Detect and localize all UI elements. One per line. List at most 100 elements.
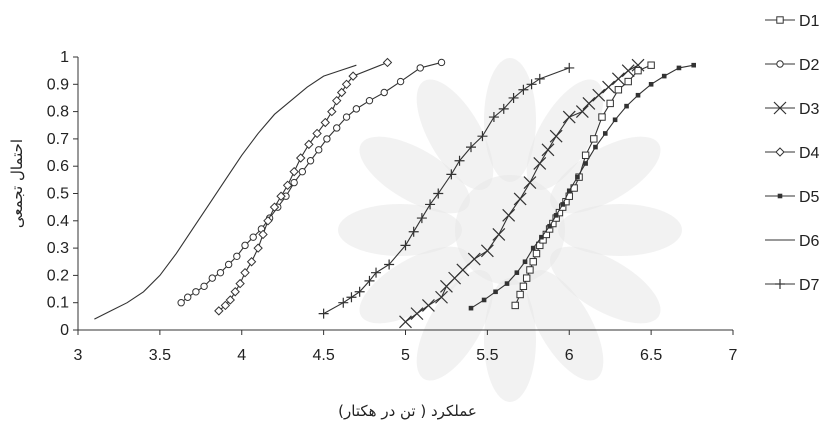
marker-x bbox=[435, 290, 448, 304]
marker-plus bbox=[488, 112, 499, 123]
marker-dot bbox=[468, 305, 474, 311]
legend-item-d6: D6 bbox=[765, 233, 820, 250]
marker-plus bbox=[454, 155, 465, 166]
marker-square bbox=[516, 290, 524, 299]
marker-x bbox=[549, 129, 563, 143]
marker-x bbox=[631, 58, 645, 72]
marker-plus bbox=[346, 292, 357, 303]
legend-label: D1 bbox=[799, 13, 820, 30]
marker-diamond bbox=[253, 243, 263, 253]
x-tick-label: 3 bbox=[74, 347, 83, 364]
marker-plus bbox=[564, 62, 575, 73]
marker-plus bbox=[466, 142, 476, 153]
marker-diamond bbox=[312, 128, 322, 139]
marker-dot bbox=[566, 188, 572, 194]
marker-diamond bbox=[332, 95, 342, 106]
marker-dot bbox=[624, 103, 629, 109]
marker-circle bbox=[365, 96, 374, 105]
marker-dot bbox=[530, 245, 536, 251]
watermark-petal bbox=[416, 270, 494, 381]
marker-diamond bbox=[240, 267, 250, 278]
marker-plus bbox=[425, 199, 436, 210]
marker-circle bbox=[315, 146, 323, 154]
marker-square bbox=[634, 66, 642, 75]
marker-dot bbox=[612, 117, 618, 123]
marker-square bbox=[519, 282, 528, 291]
marker-circle bbox=[177, 299, 185, 307]
marker-dot bbox=[560, 202, 566, 207]
marker-circle bbox=[233, 252, 241, 260]
marker-diamond bbox=[289, 166, 299, 177]
x-tick-label: 4 bbox=[237, 347, 246, 364]
marker-x bbox=[773, 101, 787, 115]
legend-label: D3 bbox=[799, 101, 820, 118]
marker-square bbox=[624, 77, 632, 86]
marker-plus bbox=[508, 92, 519, 103]
watermark-center bbox=[455, 175, 565, 285]
marker-square bbox=[529, 258, 537, 266]
legend-label: D2 bbox=[799, 57, 820, 74]
marker-x bbox=[513, 192, 527, 206]
x-tick-label: 4.5 bbox=[313, 347, 335, 364]
marker-diamond bbox=[304, 139, 314, 150]
legend-label: D6 bbox=[799, 233, 820, 250]
marker-plus bbox=[498, 103, 509, 114]
marker-dot bbox=[514, 270, 520, 275]
y-tick-label: 0.1 bbox=[47, 295, 69, 312]
marker-circle bbox=[333, 124, 341, 132]
legend: D1 D2 D3 D4 D5 D6 D7 bbox=[765, 13, 820, 294]
marker-x bbox=[582, 96, 596, 110]
watermark-petal bbox=[526, 270, 604, 381]
marker-diamond bbox=[348, 71, 358, 81]
y-tick-label: 0.6 bbox=[47, 158, 69, 175]
watermark-petal bbox=[558, 204, 682, 256]
marker-square bbox=[590, 135, 598, 143]
series-d5 bbox=[468, 62, 697, 311]
x-tick-label: 5.5 bbox=[476, 347, 498, 364]
marker-square bbox=[511, 301, 519, 310]
y-tick-label: 1 bbox=[60, 49, 69, 66]
x-tick-label: 7 bbox=[729, 347, 738, 364]
series-d4 bbox=[214, 57, 393, 316]
legend-label: D5 bbox=[799, 189, 820, 206]
x-tick-label: 6 bbox=[565, 347, 574, 364]
watermark-petal bbox=[484, 278, 536, 402]
y-tick-label: 0.5 bbox=[47, 186, 69, 203]
marker-dot bbox=[691, 62, 697, 68]
watermark-petal bbox=[550, 246, 661, 324]
legend-item-d2: D2 bbox=[765, 57, 820, 74]
marker-x bbox=[502, 208, 516, 222]
marker-diamond bbox=[225, 295, 235, 305]
marker-plus bbox=[775, 279, 785, 289]
marker-circle bbox=[396, 77, 405, 86]
marker-circle bbox=[380, 88, 388, 97]
legend-item-d3: D3 bbox=[765, 101, 820, 118]
marker-diamond bbox=[327, 106, 337, 117]
marker-circle bbox=[306, 157, 315, 165]
marker-diamond bbox=[382, 57, 393, 68]
marker-x bbox=[533, 157, 547, 170]
legend-label: D4 bbox=[799, 145, 820, 162]
marker-plus bbox=[318, 308, 329, 319]
marker-circle bbox=[216, 268, 225, 277]
marker-circle bbox=[200, 282, 208, 291]
marker-diamond bbox=[295, 153, 306, 163]
marker-diamond bbox=[336, 87, 347, 98]
marker-circle bbox=[437, 58, 446, 67]
x-tick-label: 6.5 bbox=[640, 347, 662, 364]
marker-x bbox=[480, 244, 494, 258]
watermark-petal bbox=[550, 136, 661, 214]
marker-dot bbox=[539, 234, 544, 240]
x-tick-label: 5 bbox=[401, 347, 410, 364]
marker-plus bbox=[408, 226, 419, 237]
marker-x bbox=[399, 315, 412, 329]
watermark-petal bbox=[359, 136, 470, 214]
marker-plus bbox=[534, 73, 545, 84]
marker-circle bbox=[249, 233, 257, 241]
marker-square bbox=[581, 151, 590, 159]
marker-dot bbox=[593, 144, 598, 150]
marker-diamond bbox=[341, 79, 352, 90]
legend-item-d4: D4 bbox=[765, 145, 820, 162]
marker-diamond bbox=[269, 202, 280, 212]
